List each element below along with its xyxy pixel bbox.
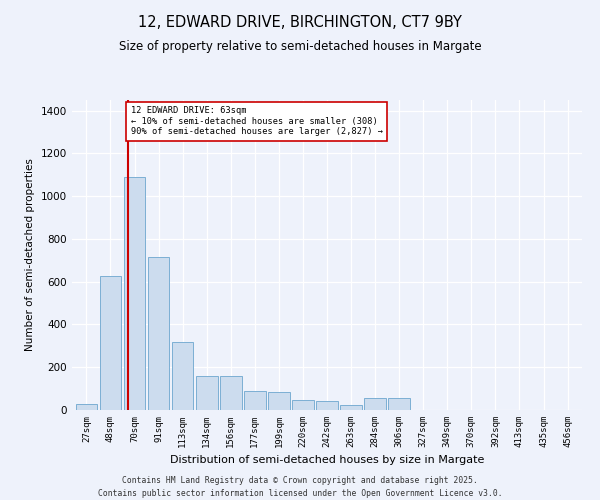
Bar — [244, 391, 266, 410]
Text: Size of property relative to semi-detached houses in Margate: Size of property relative to semi-detach… — [119, 40, 481, 53]
Bar — [148, 257, 169, 410]
Bar — [196, 376, 218, 410]
Text: Contains HM Land Registry data © Crown copyright and database right 2025.
Contai: Contains HM Land Registry data © Crown c… — [98, 476, 502, 498]
Bar — [340, 404, 362, 410]
X-axis label: Distribution of semi-detached houses by size in Margate: Distribution of semi-detached houses by … — [170, 456, 484, 466]
Bar — [76, 404, 97, 410]
Bar — [388, 398, 410, 410]
Text: 12 EDWARD DRIVE: 63sqm
← 10% of semi-detached houses are smaller (308)
90% of se: 12 EDWARD DRIVE: 63sqm ← 10% of semi-det… — [131, 106, 383, 136]
Y-axis label: Number of semi-detached properties: Number of semi-detached properties — [25, 158, 35, 352]
Bar — [100, 276, 121, 410]
Bar — [124, 177, 145, 410]
Bar — [292, 400, 314, 410]
Text: 12, EDWARD DRIVE, BIRCHINGTON, CT7 9BY: 12, EDWARD DRIVE, BIRCHINGTON, CT7 9BY — [138, 15, 462, 30]
Bar — [220, 376, 242, 410]
Bar — [268, 392, 290, 410]
Bar — [316, 402, 338, 410]
Bar — [364, 398, 386, 410]
Bar — [172, 342, 193, 410]
